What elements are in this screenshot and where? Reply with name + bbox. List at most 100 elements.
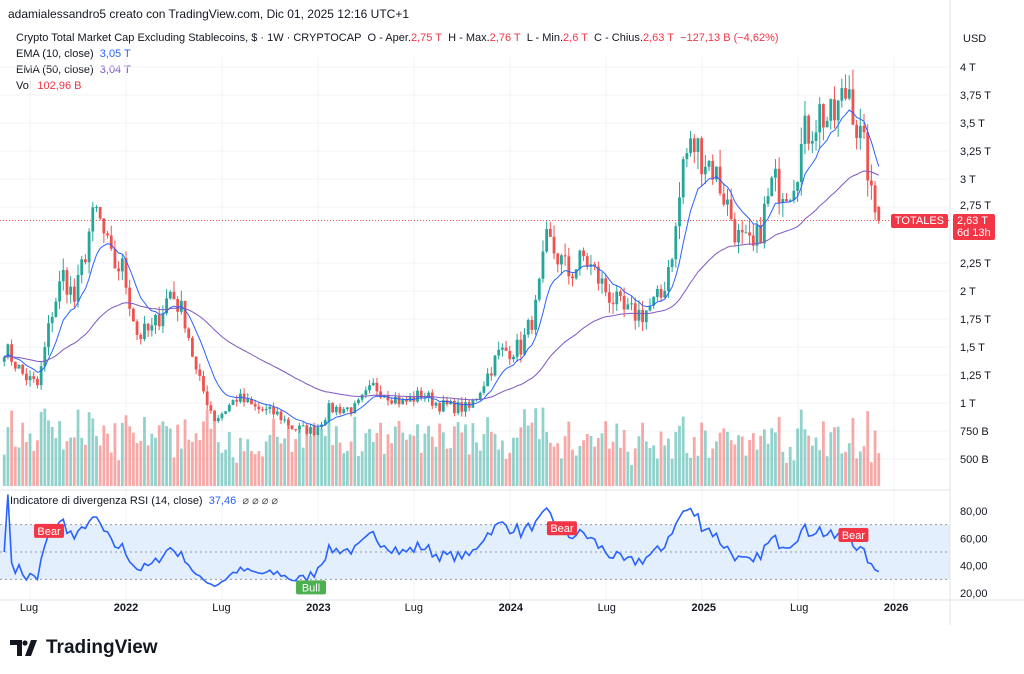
volume-bar [316, 436, 320, 486]
volume-bar [737, 435, 740, 486]
volume-bar [637, 436, 641, 486]
volume-bar [667, 438, 670, 486]
volume-bar [482, 434, 486, 486]
volume-bar [818, 450, 822, 486]
volume-bar [98, 445, 102, 486]
rsi-tick-label: 60,00 [960, 533, 988, 545]
volume-bar [449, 448, 453, 486]
volume-bar [814, 437, 818, 486]
candle-body [87, 231, 91, 263]
candle-body [98, 206, 102, 219]
candle-body [822, 104, 825, 128]
candle-body [21, 364, 25, 374]
candle-body [840, 88, 844, 101]
signal-badge [838, 528, 869, 543]
candle-body [386, 395, 390, 401]
volume-bar [537, 439, 541, 486]
candle-body [312, 427, 316, 436]
volume-bar [13, 446, 17, 486]
volume-bar [718, 432, 722, 486]
ema10-legend[interactable]: EMA (10, close) 3,05 T [16, 48, 131, 60]
volume-bar [526, 425, 530, 486]
volume-bar [869, 462, 873, 486]
volume-bar [312, 422, 316, 486]
ema10-label: EMA (10, close) [16, 48, 94, 60]
candle-body [877, 207, 881, 221]
volume-bar [604, 421, 608, 486]
volume-bar [146, 445, 150, 486]
candle-body [327, 403, 331, 421]
open-label: O - Aper. [367, 32, 411, 44]
candle-body [50, 316, 54, 324]
price-tick-label: 3,75 T [960, 90, 991, 102]
vol-legend[interactable]: Vol 102,96 B [16, 80, 81, 92]
candle-body [419, 390, 423, 399]
volume-bar [334, 426, 338, 486]
candles [2, 69, 881, 437]
candle-body [619, 291, 622, 297]
volume-bar [788, 446, 792, 486]
close-value: 2,63 T [642, 32, 674, 44]
volume-bar [65, 441, 69, 486]
volume-bar [641, 422, 644, 486]
volume-bar [154, 437, 157, 486]
volume-bar [283, 438, 287, 486]
candle-body [715, 166, 718, 180]
volume-bar [357, 456, 360, 486]
volume-bar [157, 425, 161, 486]
candle-body [323, 420, 327, 425]
volume-bar [95, 435, 98, 486]
volume-bar [430, 436, 434, 486]
candle-body [567, 256, 571, 277]
volume-bar [349, 441, 353, 486]
candle-body [6, 344, 10, 358]
volume-bar [548, 442, 552, 486]
bear-signal: Bear [838, 528, 869, 543]
volume-bars [2, 407, 881, 486]
tradingview-logo[interactable]: TradingView [10, 637, 158, 659]
candle-body [216, 418, 220, 422]
volume-bar [84, 444, 87, 486]
time-tick-label: Lug [790, 602, 808, 614]
volume-bar [43, 408, 47, 486]
candle-body [338, 406, 342, 414]
candle-body [17, 364, 21, 369]
candle-body [301, 425, 305, 427]
price-tick-label: 1,5 T [960, 342, 985, 354]
candle-body [600, 278, 604, 284]
volume-bar [792, 460, 796, 486]
time-tick-label: 2022 [114, 602, 138, 614]
volume-bar [17, 447, 21, 486]
volume-bar [493, 433, 497, 486]
candle-body [405, 399, 408, 402]
candle-body [146, 323, 150, 331]
price-label-above: 2,75 T [960, 200, 991, 212]
volume-bar [833, 427, 836, 486]
volume-bar [633, 448, 637, 486]
volume-bar [382, 453, 386, 486]
volume-bar [534, 408, 537, 486]
volume-bar [858, 451, 862, 486]
volume-bar [72, 437, 76, 486]
candle-body [342, 409, 346, 414]
candle-body [202, 375, 205, 392]
volume-bar [323, 435, 327, 486]
volume-bar [777, 416, 781, 486]
rsi-legend[interactable]: Indicatore di divergenza RSI (14, close)… [10, 494, 278, 507]
volume-bar [47, 420, 50, 486]
candle-body [560, 255, 563, 265]
rsi-settings-icons[interactable]: ⌀ ⌀ ⌀ ⌀ [242, 495, 279, 507]
candle-body [283, 419, 287, 421]
volume-bar [294, 439, 298, 486]
candle-body [766, 196, 770, 204]
symbol-title[interactable]: Crypto Total Market Cap Excluding Stable… [16, 32, 362, 44]
candle-body [515, 339, 519, 357]
volume-bar [2, 454, 6, 486]
currency-label[interactable]: USD [963, 33, 987, 45]
candle-body [689, 138, 692, 154]
volume-bar [412, 435, 416, 486]
volume-bar [670, 458, 674, 486]
volume-bar [36, 440, 39, 486]
candle-body [231, 400, 235, 405]
